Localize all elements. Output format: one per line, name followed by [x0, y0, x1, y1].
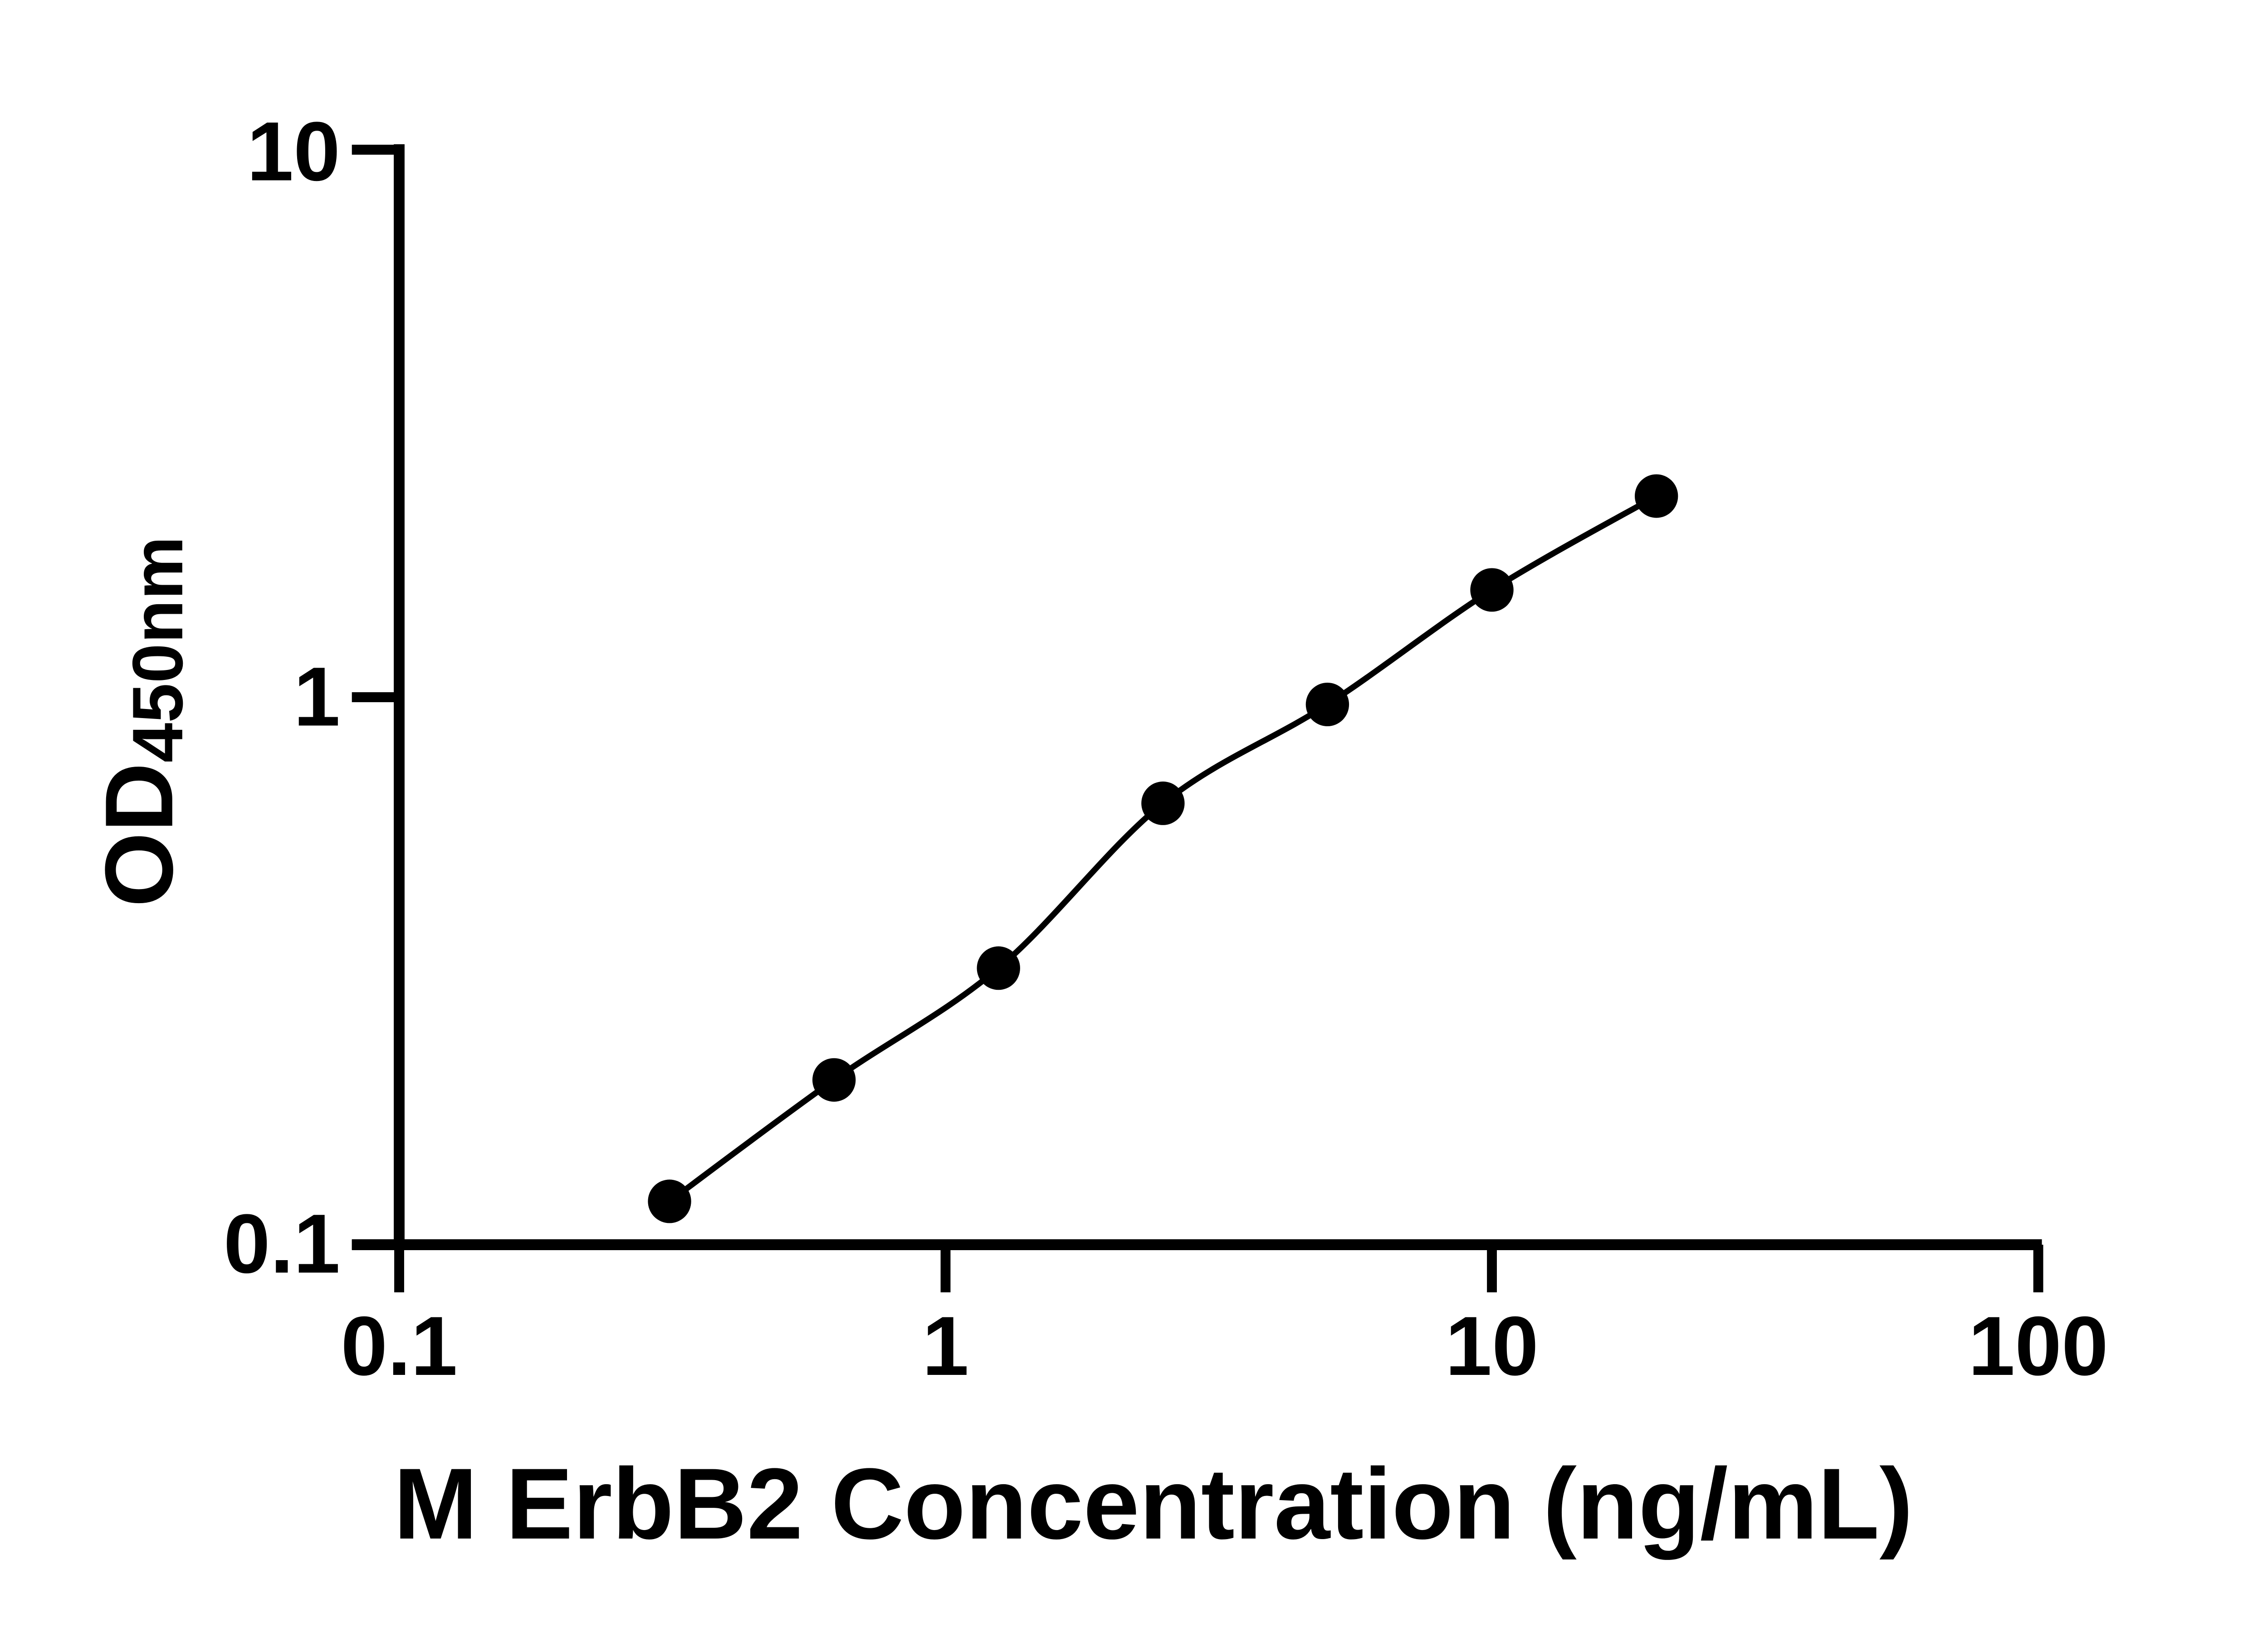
data-point-marker — [1470, 568, 1514, 612]
data-point-marker — [812, 1058, 856, 1102]
x-axis-title: M ErbB2 Concentration (ng/mL) — [393, 1447, 1913, 1560]
data-point-marker — [1305, 683, 1349, 726]
x-tick-label-1: 1 — [922, 1300, 969, 1393]
x-tick-label-0.1: 0.1 — [341, 1300, 458, 1393]
data-point-marker — [1141, 781, 1185, 825]
y-axis-title: OD 450nm — [85, 536, 197, 908]
y-tick-label-1: 1 — [293, 650, 340, 744]
y-tick-label-10: 10 — [247, 105, 340, 199]
x-tick-label-10: 10 — [1445, 1300, 1539, 1393]
y-tick-label-0.1: 0.1 — [223, 1197, 340, 1291]
data-point-marker — [977, 946, 1020, 990]
x-tick-label-100: 100 — [1968, 1300, 2108, 1393]
data-point-marker — [648, 1179, 691, 1223]
data-point-marker — [1634, 474, 1678, 518]
y-axis-title-subscript: 450nm — [117, 536, 198, 763]
y-axis-title-main: OD — [85, 763, 193, 908]
